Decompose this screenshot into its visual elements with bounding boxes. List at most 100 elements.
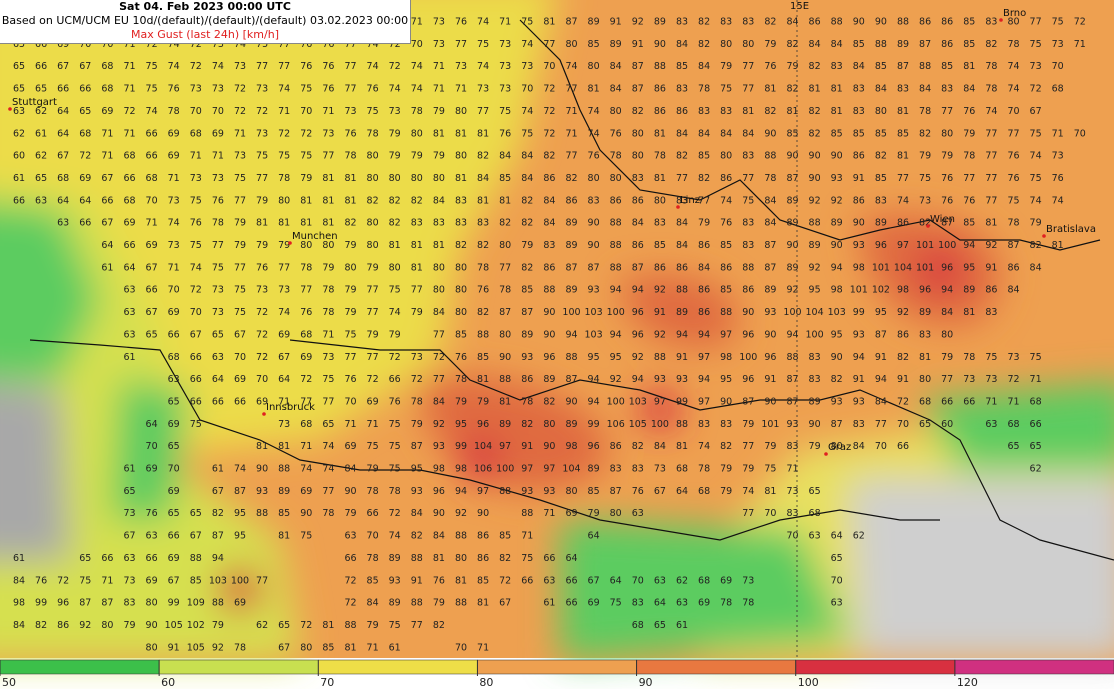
grid-value: 67 (79, 61, 91, 72)
grid-value: 79 (234, 218, 246, 229)
grid-value: 68 (1030, 396, 1042, 407)
grid-value: 74 (720, 195, 732, 206)
grid-value: 79 (300, 173, 312, 184)
grid-value: 66 (146, 128, 158, 139)
grid-value: 73 (256, 128, 268, 139)
grid-value: 85 (875, 61, 887, 72)
grid-value: 89 (875, 218, 887, 229)
grid-value: 85 (720, 285, 732, 296)
grid-value: 92 (632, 17, 644, 28)
grid-value: 69 (168, 419, 180, 430)
grid-value: 96 (588, 441, 600, 452)
grid-value: 65 (809, 486, 821, 497)
place-dot (8, 107, 12, 111)
grid-value: 72 (1074, 17, 1086, 28)
grid-value: 91 (764, 374, 776, 385)
grid-value: 79 (786, 61, 798, 72)
grid-value: 88 (499, 486, 511, 497)
grid-value: 77 (742, 84, 754, 95)
grid-value: 92 (455, 508, 467, 519)
grid-value: 75 (389, 441, 401, 452)
grid-value: 64 (79, 195, 91, 206)
grid-value: 94 (875, 374, 887, 385)
grid-value: 71 (322, 329, 334, 340)
grid-value: 67 (190, 531, 202, 542)
grid-value: 99 (588, 419, 600, 430)
grid-value: 82 (411, 195, 423, 206)
grid-value: 73 (123, 575, 135, 586)
grid-value: 79 (477, 396, 489, 407)
grid-value: 67 (654, 486, 666, 497)
grid-value: 100 (607, 396, 625, 407)
grid-value: 82 (786, 39, 798, 50)
grid-value: 72 (389, 61, 401, 72)
grid-value: 72 (344, 598, 356, 609)
grid-value: 84 (1007, 285, 1019, 296)
grid-value: 76 (433, 575, 445, 586)
grid-value: 82 (919, 218, 931, 229)
grid-value: 85 (963, 39, 975, 50)
grid-value: 88 (543, 285, 555, 296)
grid-value: 79 (411, 151, 423, 162)
grid-value: 70 (1007, 106, 1019, 117)
grid-value: 101 (850, 285, 868, 296)
grid-value: 90 (764, 128, 776, 139)
grid-value: 82 (389, 218, 401, 229)
grid-value: 72 (190, 285, 202, 296)
grid-value: 75 (521, 553, 533, 564)
grid-value: 76 (322, 84, 334, 95)
grid-value: 78 (411, 106, 423, 117)
grid-value: 87 (1007, 240, 1019, 251)
grid-value: 77 (477, 106, 489, 117)
grid-value: 73 (234, 61, 246, 72)
grid-value: 66 (344, 553, 356, 564)
grid-value: 73 (499, 61, 511, 72)
grid-value: 65 (168, 396, 180, 407)
grid-value: 61 (35, 128, 47, 139)
grid-value: 104 (474, 441, 492, 452)
grid-value: 83 (786, 508, 798, 519)
grid-value: 81 (477, 195, 489, 206)
grid-value: 75 (1030, 39, 1042, 50)
grid-value: 85 (477, 575, 489, 586)
grid-value: 67 (499, 598, 511, 609)
grid-value: 68 (1007, 419, 1019, 430)
grid-value: 78 (300, 262, 312, 273)
grid-value: 80 (610, 508, 622, 519)
grid-value: 90 (853, 218, 865, 229)
grid-value: 63 (168, 374, 180, 385)
grid-value: 74 (1030, 195, 1042, 206)
grid-value: 94 (212, 553, 224, 564)
grid-value: 72 (1030, 84, 1042, 95)
grid-value: 68 (101, 84, 113, 95)
grid-value: 76 (477, 285, 489, 296)
grid-value: 69 (79, 173, 91, 184)
grid-value: 77 (367, 352, 379, 363)
grid-value: 68 (1052, 84, 1064, 95)
grid-value: 73 (212, 84, 224, 95)
grid-value: 72 (411, 374, 423, 385)
grid-value: 76 (764, 61, 776, 72)
grid-value: 81 (300, 218, 312, 229)
grid-value: 89 (676, 307, 688, 318)
grid-value: 80 (411, 173, 423, 184)
grid-value: 77 (455, 39, 467, 50)
grid-value: 77 (698, 195, 710, 206)
grid-value: 72 (256, 106, 268, 117)
grid-value: 98 (13, 598, 25, 609)
grid-value: 74 (1007, 61, 1019, 72)
grid-value: 101 (916, 240, 934, 251)
grid-value: 78 (234, 642, 246, 653)
grid-value: 91 (676, 352, 688, 363)
grid-value: 80 (875, 106, 887, 117)
grid-value: 84 (1030, 262, 1042, 273)
grid-value: 87 (941, 218, 953, 229)
grid-value: 106 (607, 419, 625, 430)
grid-value: 87 (101, 598, 113, 609)
grid-value: 66 (212, 396, 224, 407)
grid-value: 87 (521, 307, 533, 318)
grid-value: 94 (610, 329, 622, 340)
grid-value: 96 (543, 352, 555, 363)
grid-value: 86 (941, 17, 953, 28)
grid-value: 72 (499, 575, 511, 586)
